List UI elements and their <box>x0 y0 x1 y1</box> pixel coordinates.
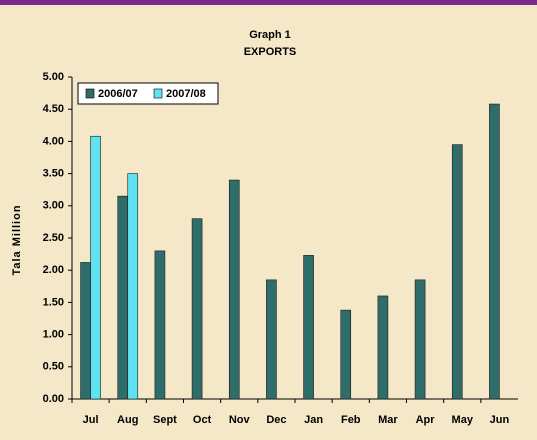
bar <box>303 255 314 400</box>
bar <box>489 103 500 400</box>
bar <box>90 135 101 400</box>
bar <box>80 262 91 400</box>
x-tick-label: Jan <box>304 414 323 426</box>
legend-box <box>77 82 219 105</box>
bar <box>266 279 277 400</box>
x-tick-label: Apr <box>416 414 436 426</box>
y-tick-label: 1.00 <box>43 329 64 341</box>
legend-label: 2006/07 <box>98 88 138 100</box>
y-tick-label: 4.00 <box>43 135 64 147</box>
x-tick-label: Aug <box>117 414 138 426</box>
bar <box>340 309 352 400</box>
legend-swatch <box>153 88 163 99</box>
y-tick-label: 2.00 <box>43 264 64 276</box>
y-tick-label: 2.50 <box>43 232 64 244</box>
bar <box>191 218 203 400</box>
bar <box>414 279 426 400</box>
y-tick-label: 3.00 <box>43 200 64 212</box>
legend-label: 2007/08 <box>166 88 206 100</box>
x-tick-label: Oct <box>193 414 212 426</box>
x-tick-label: Mar <box>378 414 398 426</box>
y-axis-label: Tala Million <box>11 204 23 275</box>
bar <box>377 295 389 400</box>
legend-swatch <box>85 88 95 99</box>
x-tick-label: May <box>452 414 474 426</box>
y-tick-label: 4.50 <box>43 103 64 115</box>
chart-subtitle: EXPORTS <box>244 46 297 58</box>
y-tick-label: 3.50 <box>43 168 64 180</box>
y-tick-label: 1.50 <box>43 296 64 308</box>
x-tick-label: Dec <box>266 414 286 426</box>
y-tick-label: 0.50 <box>43 361 64 373</box>
bar <box>451 144 463 400</box>
top-bar <box>0 0 537 5</box>
bar <box>117 195 129 400</box>
bar <box>127 173 139 400</box>
y-tick-label: 5.00 <box>43 71 64 83</box>
x-tick-label: Jun <box>490 414 510 426</box>
x-tick-label: Feb <box>341 414 361 426</box>
x-tick-label: Sept <box>153 414 177 426</box>
chart-title: Graph 1 <box>249 29 291 41</box>
bar <box>154 250 166 400</box>
x-tick-label: Jul <box>83 414 99 426</box>
bar <box>228 179 240 400</box>
x-tick-label: Nov <box>229 414 251 426</box>
y-tick-label: 0.00 <box>43 393 64 405</box>
